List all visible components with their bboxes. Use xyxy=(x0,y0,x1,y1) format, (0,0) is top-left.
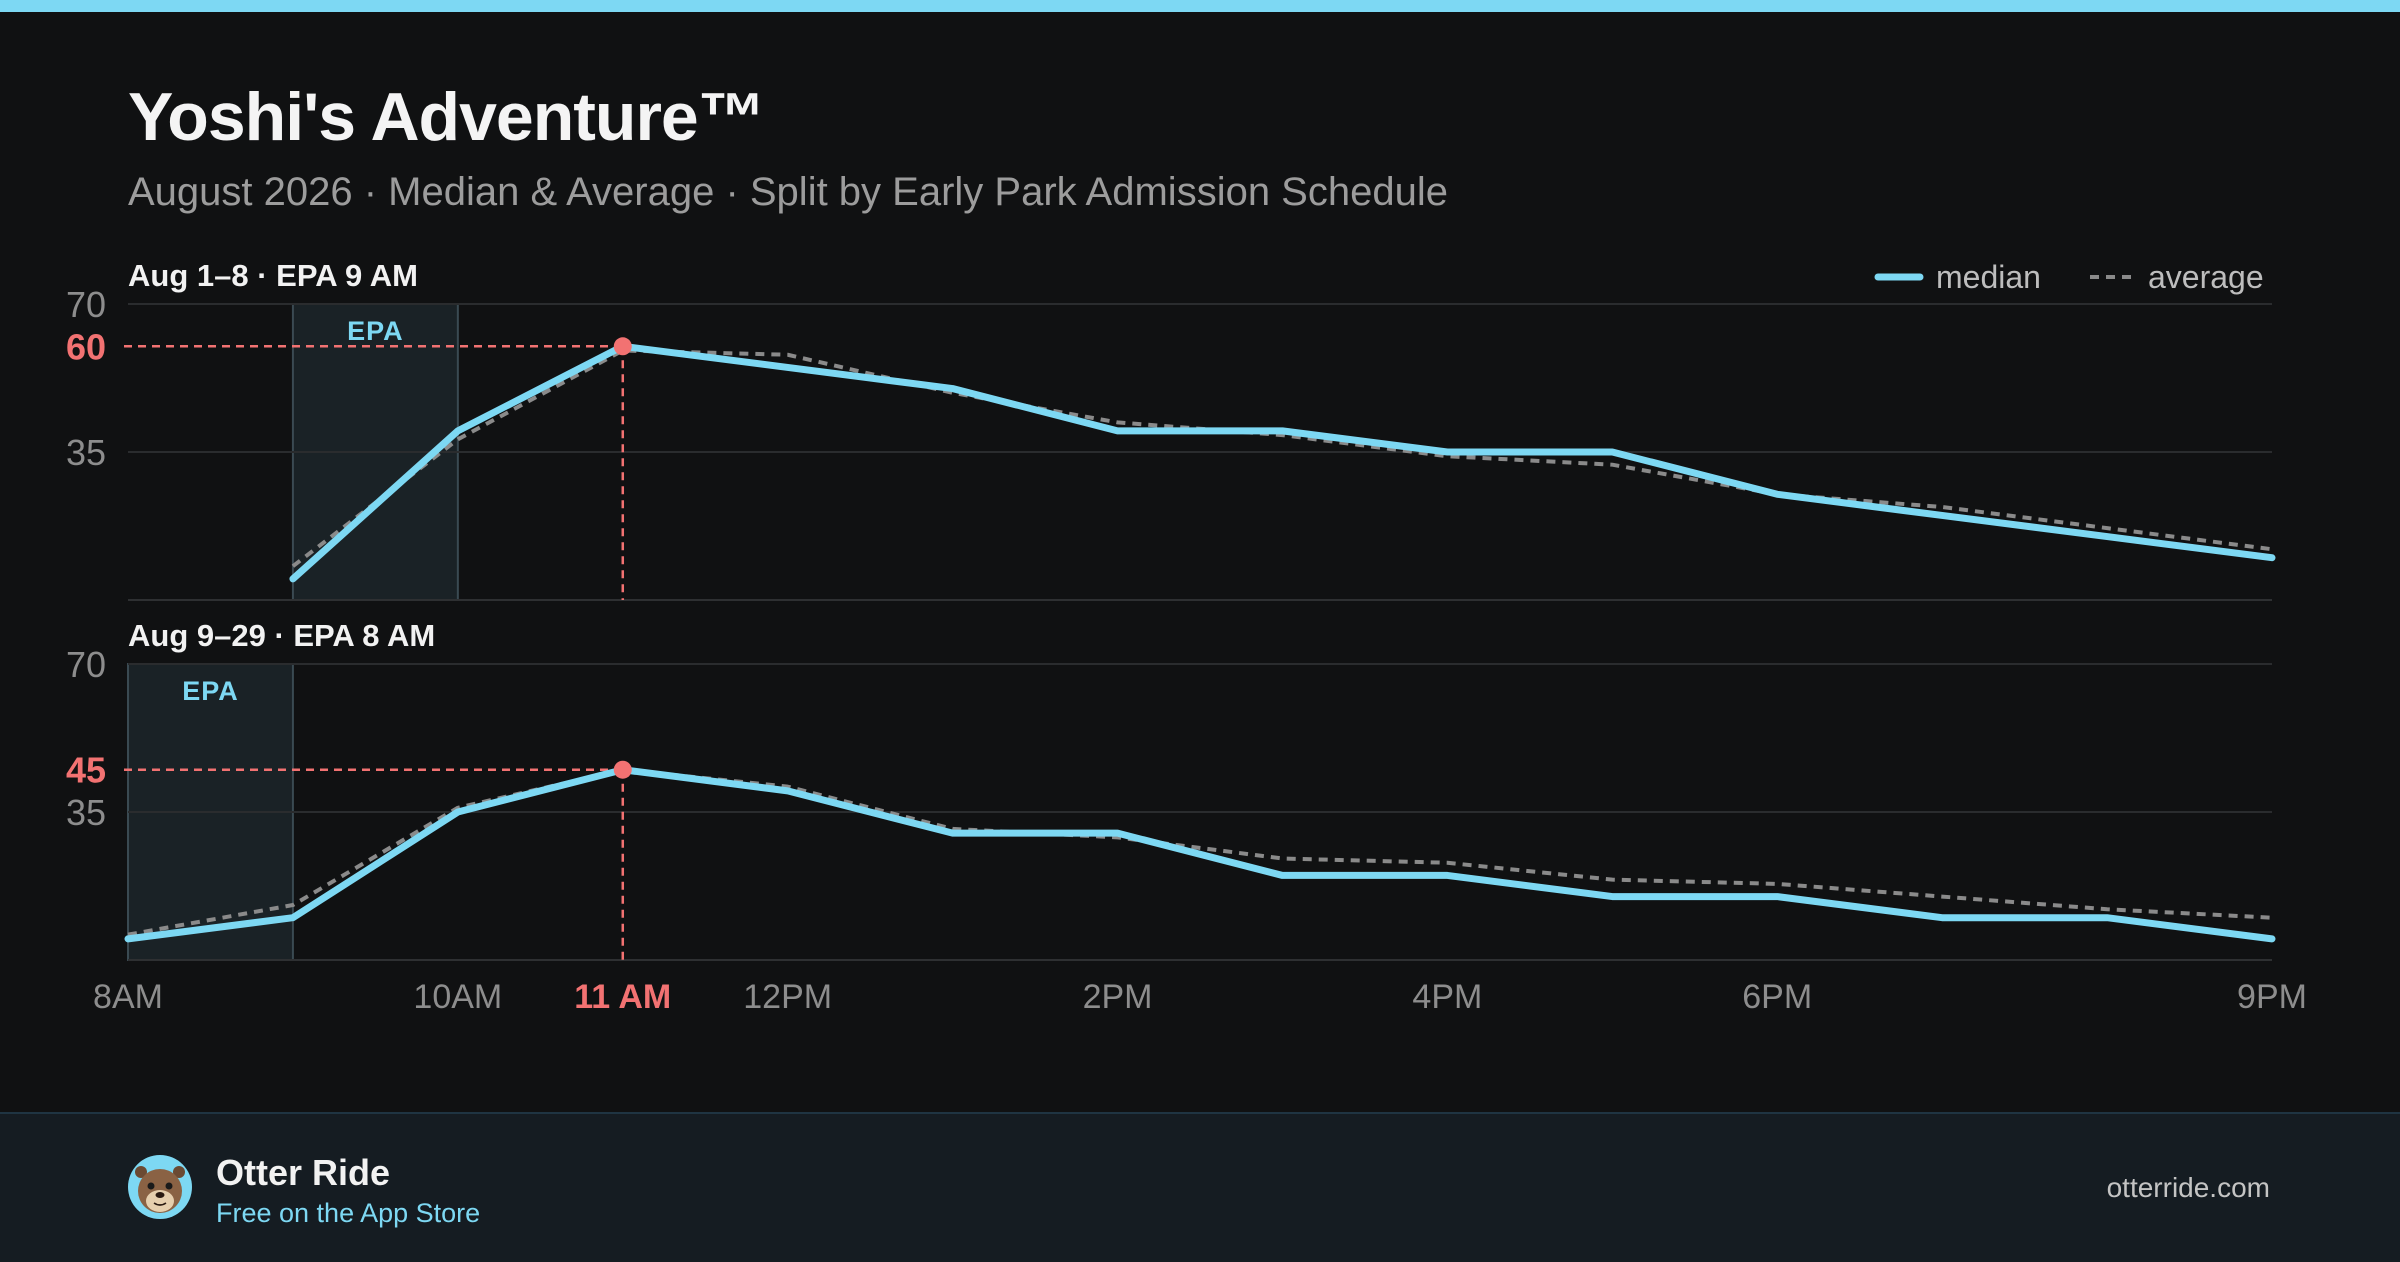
average-line-1 xyxy=(291,348,2273,568)
x-tick-label: 8AM xyxy=(93,978,163,1016)
x-tick-label: 4PM xyxy=(1412,978,1482,1016)
peak-marker-2 xyxy=(613,760,632,779)
panel-label-2: Aug 9–29 · EPA 8 AM xyxy=(128,618,435,653)
brand-name: Otter Ride xyxy=(216,1152,391,1193)
app-store-link[interactable]: Free on the App Store xyxy=(216,1198,481,1228)
otter-face-icon xyxy=(128,1155,192,1219)
chart-title: Yoshi's Adventure™ xyxy=(128,79,766,155)
panel-label-1: Aug 1–8 · EPA 9 AM xyxy=(128,258,418,293)
wait-time-chart: EPA 70 35 Aug 1–8 · EPA 9 AM 60 EPA 70 35 Aug 9–… xyxy=(66,258,2307,1016)
peak-value-label-1: 60 xyxy=(66,326,106,367)
median-line-1 xyxy=(289,342,2276,583)
x-tick-label: 9PM xyxy=(2237,978,2307,1016)
x-tick-label: 12PM xyxy=(743,978,832,1016)
y-tick-label-2-35: 35 xyxy=(66,792,106,833)
peak-value-label-2: 45 xyxy=(66,750,106,791)
footer: Otter Ride Free on the App Store otterri… xyxy=(0,1112,2400,1262)
peak-marker-1 xyxy=(613,337,632,356)
y-tick-label-2-70: 70 xyxy=(66,644,106,685)
epa-label-1: EPA xyxy=(347,316,404,346)
x-tick-label: 6PM xyxy=(1742,978,1812,1016)
y-tick-label-1-70: 70 xyxy=(66,284,106,325)
median-line-2 xyxy=(124,766,2276,943)
x-tick-label: 11 AM xyxy=(574,978,671,1016)
x-tick-label: 10AM xyxy=(413,978,502,1016)
y-tick-label-1-35: 35 xyxy=(66,432,106,473)
website-link[interactable]: otterride.com xyxy=(2106,1172,2270,1203)
top-accent-bar xyxy=(0,0,2400,12)
epa-label-2: EPA xyxy=(182,676,239,706)
legend-average-label: average xyxy=(2148,259,2264,295)
chart-subtitle: August 2026 · Median & Average · Split b… xyxy=(128,170,1448,214)
legend-median-label: median xyxy=(1936,259,2041,295)
x-tick-label: 2PM xyxy=(1083,978,1153,1016)
